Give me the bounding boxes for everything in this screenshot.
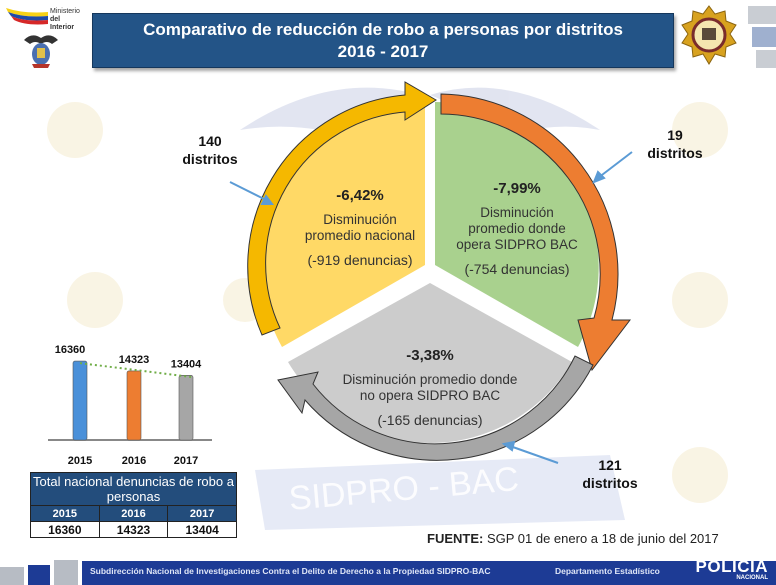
desc-opera-2: promedio donde (468, 221, 566, 236)
annual-bar-chart: 16360 2015 14323 2016 13404 2017 (48, 344, 212, 467)
national-crest-icon (24, 35, 58, 68)
districts-label: distritos (182, 151, 238, 167)
ministry-logo-line2: del Interior (50, 16, 75, 31)
districts-opera: 19 distritos (635, 126, 715, 162)
districts-number: 19 (667, 127, 683, 143)
desc-no-opera-1: Disminución promedio donde (342, 372, 518, 387)
pointer-arrowhead (501, 440, 516, 452)
source-text: SGP 01 de enero a 18 de junio del 2017 (483, 531, 719, 546)
segment-label-opera: -7,99% Disminución promedio donde opera … (452, 180, 582, 277)
totals-table: Total nacional denuncias de robo a perso… (30, 472, 237, 538)
policia-nacional-logo: POLICÍA NACIONAL (688, 558, 768, 582)
watermark-emblem (672, 272, 728, 328)
table-year: 2015 (30, 505, 100, 522)
districts-no-opera: 121 distritos (570, 456, 650, 492)
page-title: Comparativo de reducción de robo a perso… (143, 20, 623, 39)
districts-label: distritos (582, 475, 638, 491)
desc-opera-3: opera SIDPRO BAC (456, 237, 578, 252)
sector-no-opera (288, 283, 572, 443)
pointer-arrow-nacional (229, 181, 269, 202)
segment-label-no-opera: -3,38% Disminución promedio donde no ope… (330, 347, 530, 428)
denuncias-nacional: (-919 denuncias) (307, 252, 413, 268)
footer-department: Departamento Estadístico (555, 566, 660, 576)
watermark-emblem (672, 102, 728, 158)
x-tick-label: 2016 (122, 455, 146, 467)
x-tick-label: 2015 (68, 455, 92, 467)
ministry-logo: Ministerio del Interior (4, 4, 84, 31)
desc-nacional-1: Disminución (323, 212, 397, 227)
pointer-arrow-no-opera (509, 445, 559, 464)
percent-no-opera: -3,38% (406, 347, 454, 364)
arrow-opera (440, 93, 632, 372)
logo-sub-text: NACIONAL (736, 575, 768, 581)
source-note: FUENTE: SGP 01 de enero a 18 de junio de… (427, 531, 719, 546)
denuncias-no-opera: (-165 denuncias) (377, 412, 483, 428)
districts-number: 121 (598, 457, 622, 473)
x-tick-label: 2017 (174, 455, 198, 467)
police-badge-icon (681, 5, 737, 65)
source-label: FUENTE: (427, 531, 484, 546)
bar-2016 (126, 370, 142, 441)
decor-square (752, 27, 776, 47)
pointer-arrowhead (592, 170, 606, 184)
table-value: 14323 (98, 521, 169, 538)
arrow-nacional (247, 81, 437, 336)
decor-square (748, 6, 776, 24)
percent-nacional: -6,42% (336, 187, 384, 204)
table-year: 2016 (98, 505, 169, 522)
desc-no-opera-2: no opera SIDPRO BAC (359, 388, 501, 403)
watermark-emblem (47, 102, 103, 158)
table-value: 13404 (167, 521, 237, 538)
bar-2015 (72, 360, 88, 441)
table-title: Total nacional denuncias de robo a perso… (30, 472, 237, 506)
districts-label: distritos (647, 145, 703, 161)
pointer-arrow-opera (597, 151, 633, 179)
percent-opera: -7,99% (493, 180, 541, 197)
pointer-arrowhead (260, 194, 274, 205)
bar-value-label: 16360 (55, 344, 86, 356)
title-banner: Comparativo de reducción de robo a perso… (92, 13, 674, 68)
logo-main-text: POLICÍA (695, 557, 768, 576)
desc-opera-1: Disminución (480, 205, 554, 220)
trend-line (79, 362, 195, 379)
bar-value-label: 14323 (119, 354, 150, 366)
desc-nacional-2: promedio nacional (304, 228, 416, 243)
footer-decor-square (0, 567, 24, 585)
bar-2017 (178, 375, 194, 441)
bar-value-label: 13404 (171, 358, 202, 370)
decor-square (756, 50, 776, 68)
page-subtitle-years: 2016 - 2017 (337, 42, 429, 61)
segment-label-nacional: -6,42% Disminución promedio nacional (-9… (300, 187, 420, 268)
footer-decor-square (28, 565, 50, 585)
footer-bar (82, 561, 776, 585)
denuncias-opera: (-754 denuncias) (464, 261, 570, 277)
districts-nacional: 140 distritos (170, 132, 250, 168)
flag-swoosh-icon (6, 8, 48, 25)
footer-decor-square (54, 560, 78, 585)
districts-number: 140 (198, 133, 222, 149)
table-value: 16360 (30, 521, 100, 538)
ministry-logo-line1: Ministerio (50, 8, 80, 15)
watermark-emblem (672, 447, 728, 503)
watermark-emblem (67, 272, 123, 328)
table-year: 2017 (167, 505, 237, 522)
watermark-ribbon (255, 455, 625, 530)
footer-organization: Subdirección Nacional de Investigaciones… (90, 566, 491, 576)
